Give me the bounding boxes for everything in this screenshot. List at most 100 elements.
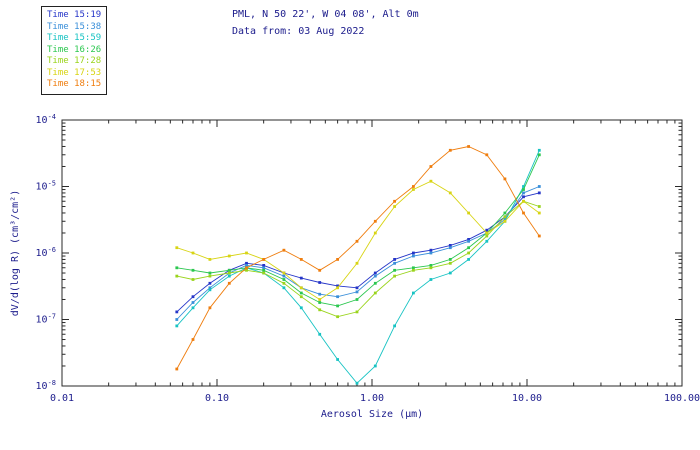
data-point-marker [175,318,179,321]
data-point-marker [208,274,212,278]
data-point-marker [373,231,377,235]
data-point-marker [537,185,541,188]
data-point-marker [175,367,179,371]
data-point-marker [373,219,377,223]
data-point-marker [282,281,286,285]
x-tick-label: 0.01 [50,393,74,404]
data-point-marker [262,264,266,267]
data-point-marker [227,254,231,258]
x-tick-label: 0.10 [205,393,229,404]
data-point-marker [393,205,396,208]
chart-title: PML, N 50 22', W 04 08', Alt 0m [232,9,419,20]
data-point-marker [448,246,452,250]
legend-item: Time 15:38 [47,21,102,32]
data-point-marker [318,301,322,304]
data-point-marker [522,188,525,191]
data-point-marker [318,292,322,296]
data-point-marker [227,274,231,278]
data-point-marker [318,308,322,312]
data-point-marker [299,276,303,280]
data-point-marker [355,381,359,385]
data-point-marker [467,258,470,261]
data-point-marker [191,251,195,255]
data-point-marker [262,266,266,270]
data-point-marker [355,239,359,243]
data-point-marker [299,291,303,295]
data-point-marker [448,191,452,195]
data-point-marker [429,179,433,183]
data-point-marker [262,271,266,275]
data-point-marker [175,274,179,278]
data-point-marker [373,364,377,368]
series-line [176,150,540,384]
data-point-marker [373,291,377,295]
data-point-marker [208,271,212,275]
data-point-marker [282,248,286,252]
data-point-marker [412,188,415,191]
data-point-marker [208,306,212,310]
data-point-marker [373,274,377,278]
data-point-marker [336,315,339,319]
data-point-marker [448,271,452,275]
data-point-marker [537,153,541,157]
data-point-marker [448,148,452,152]
data-point-marker [485,153,489,157]
data-point-marker [485,239,489,243]
data-point-marker [191,338,195,341]
data-point-marker [537,191,541,195]
series-line [176,192,540,313]
data-point-marker [429,165,433,168]
data-point-marker [227,271,231,275]
data-point-marker [467,211,470,215]
data-point-marker [467,239,470,243]
x-tick-label: 10.00 [512,393,542,404]
legend-item: Time 18:15 [47,79,102,89]
data-point-marker [522,185,525,188]
data-point-marker [355,310,359,314]
data-point-marker [336,286,339,290]
data-point-marker [503,218,507,221]
series-line [176,146,540,370]
data-point-marker [503,177,507,181]
data-point-marker [393,274,396,278]
data-point-marker [318,298,322,301]
plot-box [61,119,683,387]
data-point-marker [467,145,470,148]
data-point-marker [299,306,303,310]
data-point-marker [336,304,339,308]
data-point-marker [282,286,286,290]
x-tick-label: 100.00 [664,393,700,404]
data-point-marker [175,310,179,314]
data-point-marker [485,234,489,238]
y-tick-label: 10-6 [36,246,56,259]
data-point-marker [503,211,507,215]
data-point-marker [282,274,286,278]
data-point-marker [245,264,248,267]
data-point-marker [282,278,286,281]
data-point-marker [429,266,433,270]
data-point-marker [393,199,396,203]
chart-header: PML, N 50 22', W 04 08', Alt 0m Data fro… [232,6,419,40]
data-point-marker [522,199,525,203]
data-point-marker [537,234,541,238]
data-point-marker [448,261,452,265]
x-tick-label: 1.00 [360,393,384,404]
data-point-marker [412,291,415,295]
y-tick-label: 10-8 [36,379,56,392]
legend-item: Time 15:19 [47,10,102,20]
data-point-marker [336,258,339,261]
data-point-marker [336,358,339,361]
data-point-marker [175,266,179,270]
data-point-marker [412,268,415,272]
data-point-marker [262,268,266,272]
data-point-marker [299,286,303,290]
data-point-marker [537,148,541,152]
data-point-marker [208,281,212,285]
data-point-marker [373,281,377,285]
data-point-marker [537,205,541,208]
legend-item: Time 17:28 [47,56,102,66]
data-point-marker [336,284,339,288]
data-point-marker [522,191,525,195]
